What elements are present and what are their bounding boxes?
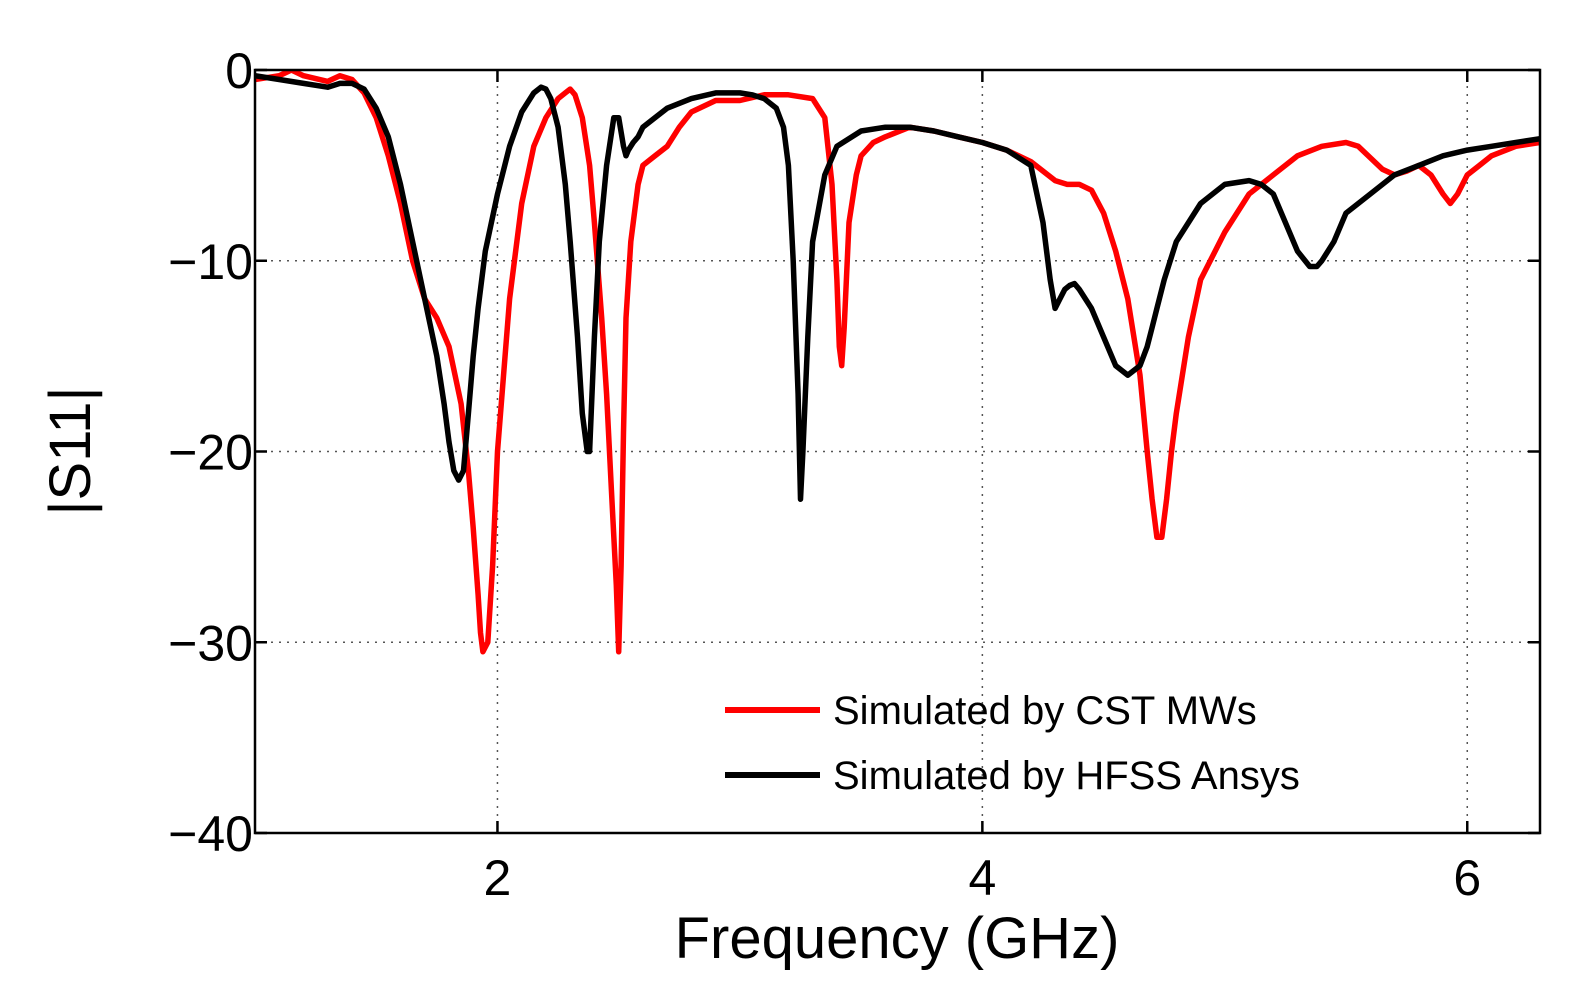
y-tick-label--10: −10 (168, 234, 253, 290)
legend: Simulated by CST MWs Simulated by HFSS A… (725, 689, 1300, 798)
y-tick-label-0: 0 (225, 43, 253, 99)
legend-label-hfss: Simulated by HFSS Ansys (833, 754, 1300, 798)
x-axis-label: Frequency (GHz) (675, 906, 1120, 971)
x-tick-label-2: 2 (484, 850, 512, 906)
legend-label-cst: Simulated by CST MWs (833, 689, 1257, 733)
y-tick-label--20: −20 (168, 425, 253, 481)
y-axis-label: |S11| (38, 386, 103, 515)
axis-ticks: 2 4 6 0 −10 −20 −30 −40 (168, 43, 1540, 906)
x-tick-label-4: 4 (968, 850, 996, 906)
y-tick-label--30: −30 (168, 615, 253, 671)
series-line-hfss (255, 72, 1540, 502)
series-lines (255, 70, 1540, 655)
y-tick-label--40: −40 (168, 806, 253, 862)
x-tick-label-6: 6 (1453, 850, 1481, 906)
series-line-cst (255, 70, 1540, 655)
